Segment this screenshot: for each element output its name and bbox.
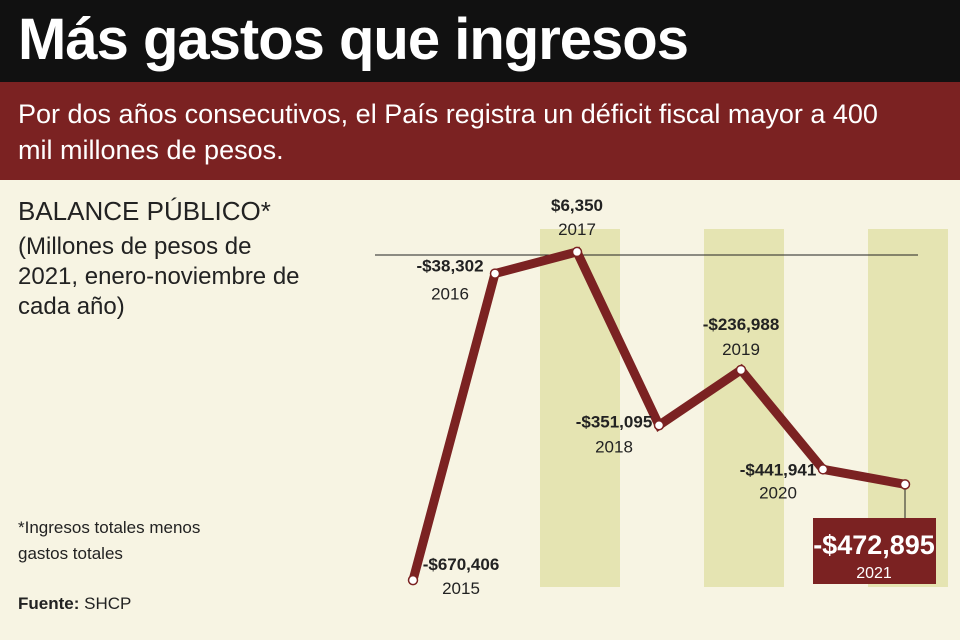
- source-label: Fuente:: [18, 594, 80, 613]
- data-point-2016: [489, 268, 501, 279]
- year-label-2019: 2019: [722, 340, 760, 359]
- value-label-2019: -$236,988: [703, 315, 780, 334]
- source: Fuente: SHCP: [18, 594, 131, 614]
- data-point-2015: [407, 574, 419, 586]
- value-label-2021: -$472,895: [813, 530, 935, 560]
- chart-subtitle: (Millones de pesos de 2021, enero-noviem…: [18, 233, 300, 320]
- band: [540, 229, 620, 587]
- source-value: SHCP: [84, 594, 132, 613]
- data-point-2019: [735, 364, 747, 376]
- value-label-2018: -$351,095: [576, 412, 653, 431]
- year-label-2020: 2020: [759, 483, 797, 502]
- subtitle-band: Por dos años consecutivos, el País regis…: [0, 82, 960, 180]
- header: Más gastos que ingresos: [0, 0, 960, 82]
- value-label-2016: -$38,302: [416, 257, 483, 276]
- year-label-2017: 2017: [558, 220, 596, 239]
- data-point-2017: [571, 246, 583, 258]
- highlight-box: [813, 518, 936, 584]
- data-point-2021: [899, 479, 911, 490]
- subtitle: Por dos años consecutivos, el País regis…: [18, 99, 878, 165]
- data-point-2018: [653, 420, 665, 431]
- value-label-2015: -$670,406: [423, 555, 500, 574]
- year-label-2016: 2016: [431, 285, 469, 304]
- footnote: *Ingresos totales menos gastos totales: [18, 518, 201, 563]
- value-label-2020: -$441,941: [740, 460, 817, 479]
- chart-title: BALANCE PÚBLICO*: [18, 196, 271, 226]
- page-title: Más gastos que ingresos: [18, 7, 689, 72]
- year-label-2018: 2018: [595, 437, 633, 456]
- year-label-2015: 2015: [442, 579, 480, 598]
- data-point-2020: [817, 464, 829, 475]
- value-label-2017: $6,350: [551, 196, 603, 215]
- year-label-2021: 2021: [856, 565, 892, 582]
